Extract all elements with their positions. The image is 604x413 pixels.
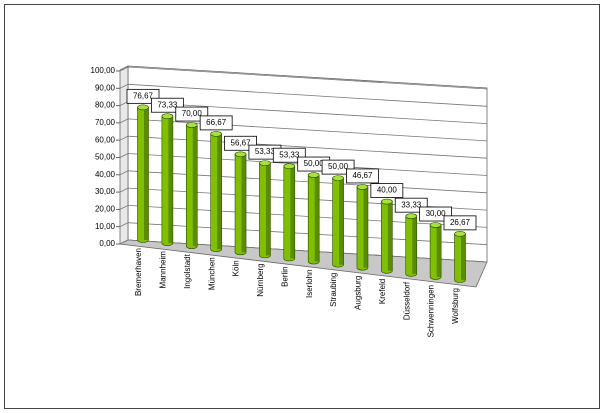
bar-group [137,104,149,243]
bar-group [307,172,320,265]
bar-group [332,175,344,268]
y-tick-label: 100,00 [91,66,116,75]
value-label-box [199,115,233,131]
bar-group [429,222,442,280]
y-tick-label: 20,00 [95,205,116,214]
bar-shade [436,225,442,277]
bar-top [210,131,222,137]
bar-group [283,163,296,262]
grid-line [119,135,488,159]
x-tick-label: Nürnberg [256,263,265,296]
y-tick-label: 50,00 [95,153,116,162]
value-label: 33,33 [401,200,422,209]
bar-top [454,231,466,237]
value-label: 40,00 [377,186,398,195]
x-tick-label: Schwenningen [427,285,436,337]
bar-shade [265,163,271,256]
grid-line [119,66,488,90]
bar-group [405,213,418,277]
y-tick-label: 80,00 [95,101,116,110]
bar-shade [363,186,368,268]
x-tick-label: Ingolstadt [183,253,192,288]
y-tick-label: 10,00 [95,222,116,231]
y-tick-label: 90,00 [95,83,116,92]
value-label: 30,00 [426,209,447,218]
bar-group [356,184,369,271]
bar-shade [241,154,247,253]
x-tick-label: Berlin [280,266,289,286]
value-label: 56,67 [231,138,252,147]
bar-shade [387,201,393,271]
bar-group [454,231,466,283]
bar-group [234,151,247,256]
bar-shade [192,125,198,247]
value-label-box [346,168,379,184]
value-label: 53,33 [279,150,300,159]
x-tick-label: Straubing [329,273,338,307]
grid-line [119,118,488,142]
y-tick-label: 30,00 [95,187,116,196]
value-label: 50,00 [328,162,349,171]
x-tick-label: Mannheim [158,251,167,289]
bar-top [234,151,247,158]
value-label: 26,67 [450,218,471,227]
x-tick-label: Wolfsburg [451,288,460,324]
bar-top [185,122,198,128]
bar-top [332,175,344,181]
y-tick-label: 70,00 [95,118,116,127]
y-tick-label: 60,00 [95,135,116,144]
bar-top [161,113,174,120]
value-label: 73,33 [157,100,178,109]
bar-shade [217,133,222,250]
grid-line [119,83,488,107]
bar-group [259,160,271,259]
bar-shade [144,107,149,240]
x-tick-label: Krefeld [378,279,387,304]
bar-top [259,160,271,166]
x-tick-label: München [207,257,216,290]
x-tick-label: Düsseldorf [402,281,411,320]
x-tick-label: Köln [232,260,241,276]
bar-shade [314,175,320,262]
bar-top [307,172,320,178]
y-tick-label: 0,00 [99,239,115,248]
value-label: 66,67 [206,118,227,127]
value-label: 70,00 [182,109,203,118]
value-label-box [370,183,404,198]
x-tick-label: Iserlohn [305,270,314,298]
bar-top [283,163,296,170]
bar-group [210,131,222,252]
value-label: 76,67 [133,91,154,100]
bar-top [381,198,393,205]
bar-top [405,213,418,219]
y-tick-label: 40,00 [95,170,116,179]
value-label: 50,00 [304,159,325,168]
bar-top [429,222,442,228]
bar-shade [412,216,417,274]
value-label: 53,33 [255,147,276,156]
bar-group [185,122,198,249]
x-tick-label: Bremerhaven [134,248,143,296]
bar-shade [339,178,344,265]
value-label-box [443,215,477,231]
bar-top [356,184,369,190]
bar-top [137,104,149,111]
bar-shade [290,166,295,259]
grid-line [119,153,488,176]
x-tick-label: Augsburg [354,276,363,310]
value-label: 46,67 [352,171,373,180]
bar-group [381,198,393,274]
bar-shade [461,233,466,280]
bar-shade [168,116,173,244]
bar-group [161,113,174,246]
